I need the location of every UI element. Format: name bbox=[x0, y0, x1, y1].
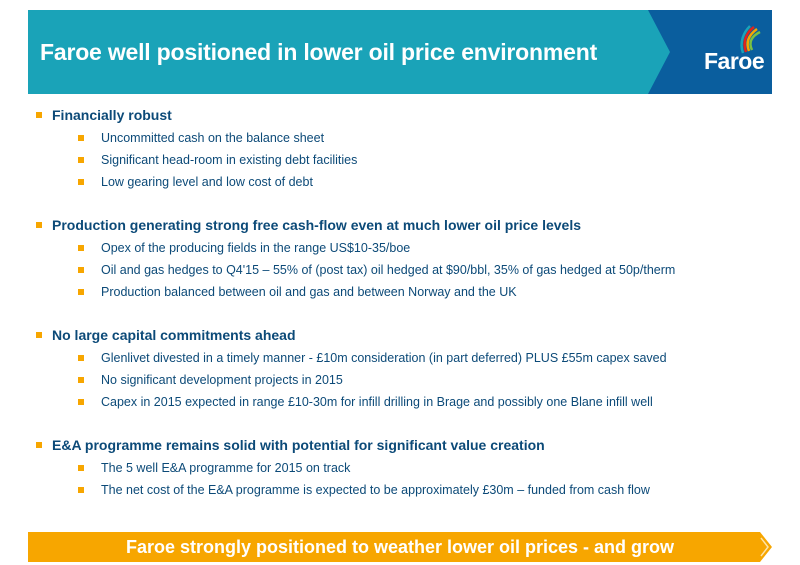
section-heading: Financially robust bbox=[36, 103, 776, 127]
bullet-icon bbox=[78, 399, 84, 405]
bullet-icon bbox=[78, 465, 84, 471]
bullet-icon bbox=[36, 442, 42, 448]
section-ea-programme: E&A programme remains solid with potenti… bbox=[36, 433, 776, 501]
sub-bullet: Production balanced between oil and gas … bbox=[78, 281, 776, 303]
sub-bullet: Glenlivet divested in a timely manner - … bbox=[78, 347, 776, 369]
section-production: Production generating strong free cash-f… bbox=[36, 213, 776, 303]
section-heading: E&A programme remains solid with potenti… bbox=[36, 433, 776, 457]
page-title: Faroe well positioned in lower oil price… bbox=[40, 39, 598, 65]
bullet-icon bbox=[78, 135, 84, 141]
sub-bullet: The net cost of the E&A programme is exp… bbox=[78, 479, 776, 501]
section-financially-robust: Financially robust Uncommitted cash on t… bbox=[36, 103, 776, 193]
footer-arrow-shape bbox=[28, 532, 772, 562]
section-capital-commitments: No large capital commitments ahead Glenl… bbox=[36, 323, 776, 413]
bullet-icon bbox=[78, 245, 84, 251]
bullet-icon bbox=[36, 112, 42, 118]
bullet-icon bbox=[78, 289, 84, 295]
bullet-icon bbox=[36, 332, 42, 338]
section-heading: Production generating strong free cash-f… bbox=[36, 213, 776, 237]
sub-bullet: Oil and gas hedges to Q4'15 – 55% of (po… bbox=[78, 259, 776, 281]
footer-text: Faroe strongly positioned to weather low… bbox=[125, 537, 675, 557]
sub-bullet: The 5 well E&A programme for 2015 on tra… bbox=[78, 457, 776, 479]
sub-bullet: Low gearing level and low cost of debt bbox=[78, 171, 776, 193]
section-heading: No large capital commitments ahead bbox=[36, 323, 776, 347]
sub-bullet: Uncommitted cash on the balance sheet bbox=[78, 127, 776, 149]
bullet-icon bbox=[78, 487, 84, 493]
bullet-content: Financially robust Uncommitted cash on t… bbox=[36, 103, 776, 521]
sub-bullet: Opex of the producing fields in the rang… bbox=[78, 237, 776, 259]
sub-bullet: Significant head-room in existing debt f… bbox=[78, 149, 776, 171]
faroe-logo: Faroe bbox=[648, 10, 772, 94]
bullet-icon bbox=[78, 377, 84, 383]
bullet-icon bbox=[78, 157, 84, 163]
title-banner: Faroe well positioned in lower oil price… bbox=[28, 10, 772, 94]
sub-bullet: Capex in 2015 expected in range £10-30m … bbox=[78, 391, 776, 413]
footer-banner: Faroe strongly positioned to weather low… bbox=[28, 532, 772, 562]
bullet-icon bbox=[78, 179, 84, 185]
sub-bullet: No significant development projects in 2… bbox=[78, 369, 776, 391]
logo-background bbox=[648, 10, 772, 94]
bullet-icon bbox=[78, 355, 84, 361]
bullet-icon bbox=[36, 222, 42, 228]
bullet-icon bbox=[78, 267, 84, 273]
logo-text: Faroe bbox=[704, 48, 765, 74]
